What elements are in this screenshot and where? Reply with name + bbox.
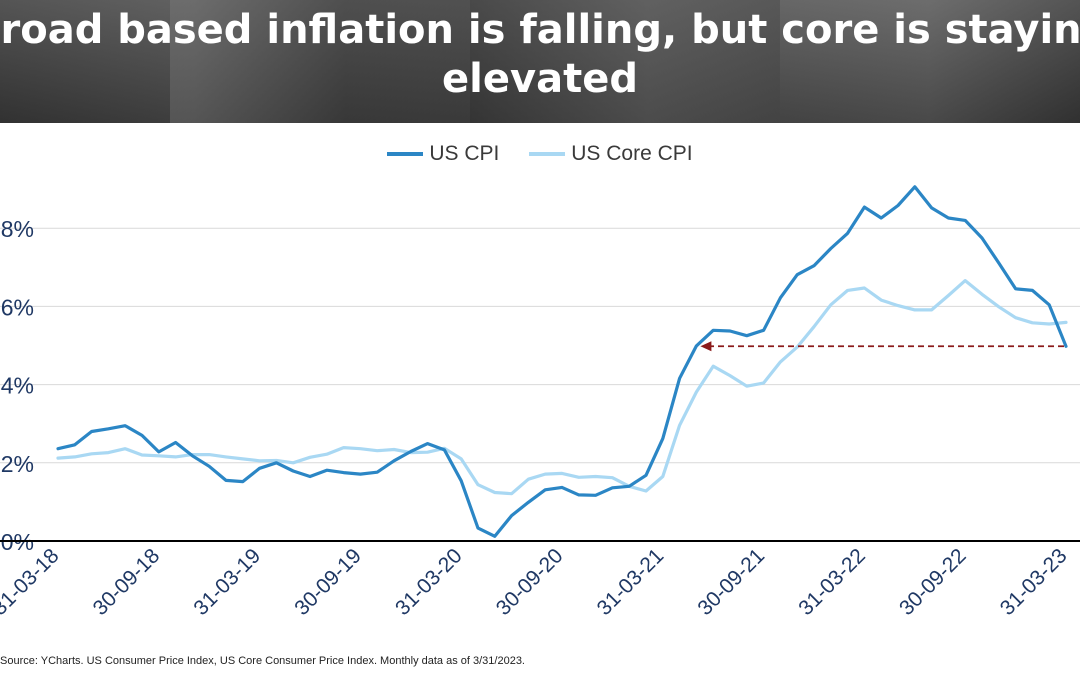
banner-photo-panel bbox=[780, 0, 1080, 123]
y-tick-label: 6% bbox=[1, 294, 34, 320]
x-tick-label: 31-03-22 bbox=[794, 544, 870, 620]
chart-legend: US CPI US Core CPI bbox=[0, 138, 1080, 166]
title-line-2: elevated bbox=[442, 56, 638, 102]
x-tick-label: 31-03-19 bbox=[189, 544, 265, 620]
x-tick-label: 31-03-23 bbox=[996, 544, 1072, 620]
source-note: Source: YCharts. US Consumer Price Index… bbox=[0, 655, 525, 667]
x-tick-label: 30-09-22 bbox=[895, 544, 971, 620]
x-tick-label: 31-03-21 bbox=[593, 544, 669, 620]
x-tick-label: 30-09-21 bbox=[693, 544, 769, 620]
y-tick-label: 2% bbox=[1, 451, 34, 477]
legend-item-core: US Core CPI bbox=[529, 142, 693, 166]
banner-photo-panel bbox=[470, 0, 780, 123]
x-tick-label: 30-09-18 bbox=[89, 544, 165, 620]
legend-swatch-core bbox=[529, 152, 566, 156]
x-tick-label: 31-03-18 bbox=[0, 544, 64, 620]
title-line-1: Broad based inflation is falling, but co… bbox=[0, 7, 1080, 53]
annotation-arrowhead bbox=[700, 341, 712, 352]
page-title: Broad based inflation is falling, but co… bbox=[0, 6, 1080, 104]
series-line-core bbox=[56, 279, 1068, 496]
series-line-cpi bbox=[56, 185, 1068, 538]
legend-item-cpi: US CPI bbox=[387, 142, 499, 166]
x-tick-label: 30-09-20 bbox=[492, 544, 568, 620]
banner-photo-panel bbox=[0, 0, 170, 123]
banner-photo-panel bbox=[170, 0, 470, 123]
legend-label-core: US Core CPI bbox=[571, 142, 693, 165]
header-banner-photo: Broad based inflation is falling, but co… bbox=[0, 0, 1080, 123]
y-tick-label: 8% bbox=[1, 216, 34, 242]
legend-swatch-cpi bbox=[387, 152, 424, 156]
x-tick-label: 30-09-19 bbox=[290, 544, 366, 620]
x-tick-label: 31-03-20 bbox=[391, 544, 467, 620]
y-tick-label: 4% bbox=[1, 373, 34, 399]
legend-label-cpi: US CPI bbox=[429, 142, 500, 165]
